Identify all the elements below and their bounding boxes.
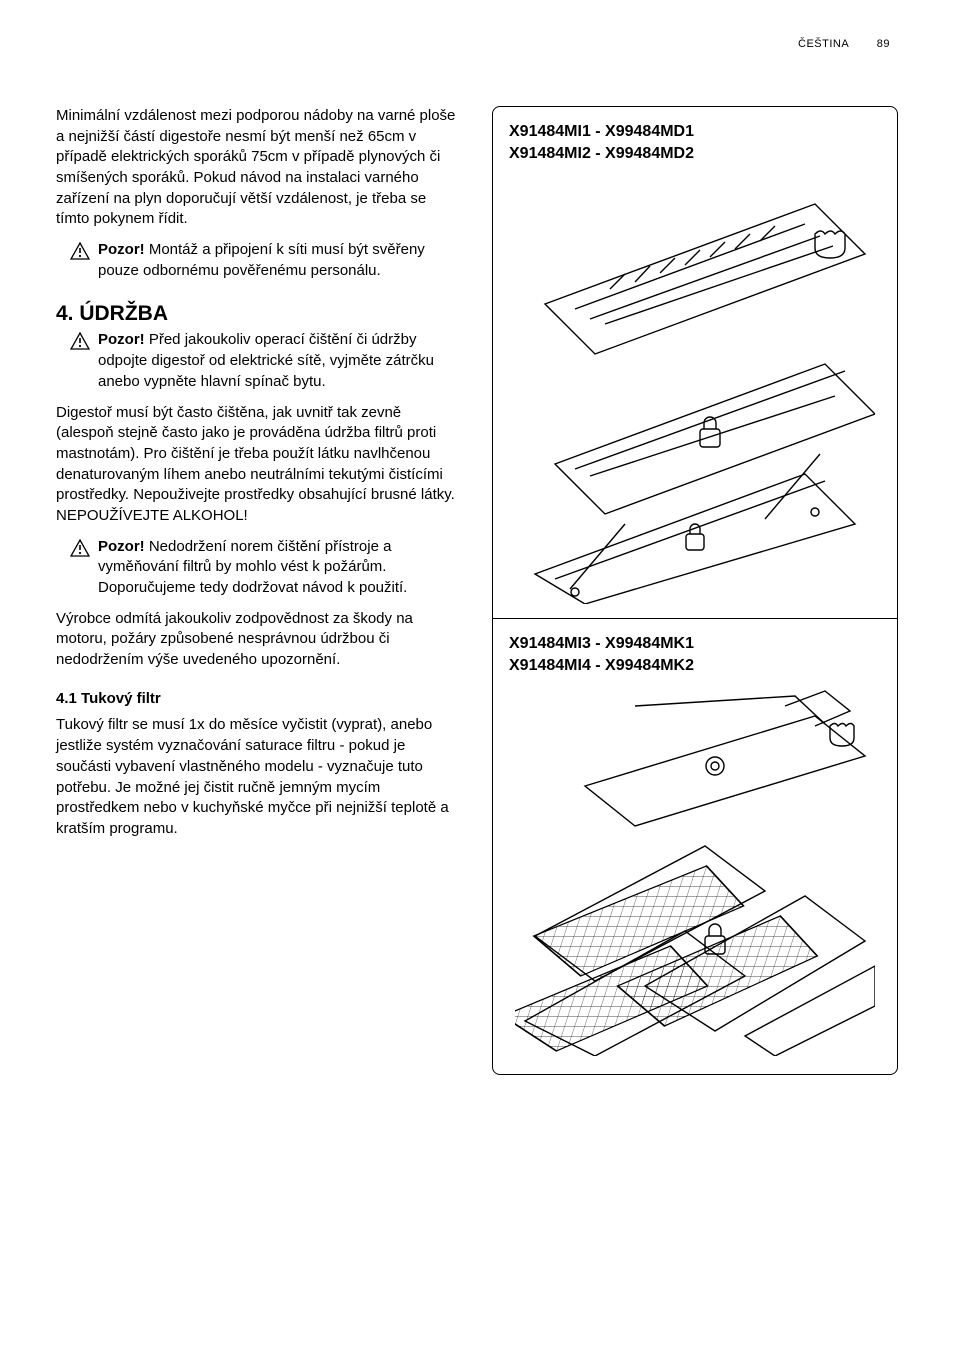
content-columns: Minimální vzdálenost mezi podporou nádob… <box>56 106 898 1075</box>
para-cleaning: Digestoř musí být často čištěna, jak uvn… <box>56 403 460 527</box>
warning-block-1: Pozor! Montáž a připojení k síti musí bý… <box>56 240 460 281</box>
figure-2-title: X91484MI3 - X99484MK1 X91484MI4 - X99484… <box>509 633 881 676</box>
section-4-number: 4. <box>56 302 74 325</box>
warning-2-body: Před jakoukoliv operací čištění či údržb… <box>98 331 434 389</box>
warning-3-label: Pozor! <box>98 538 145 555</box>
warning-2-text: Pozor! Před jakoukoliv operací čištění č… <box>98 330 460 392</box>
section-4-heading: 4. ÚDRŽBA <box>56 300 460 329</box>
para-liability: Výrobce odmítá jakoukoliv zodpovědnost z… <box>56 609 460 671</box>
figure-2-title-line-1: X91484MI3 - X99484MK1 <box>509 633 881 655</box>
warning-1-text: Pozor! Montáž a připojení k síti musí bý… <box>98 240 460 281</box>
figure-1-title: X91484MI1 - X99484MD1 X91484MI2 - X99484… <box>509 121 881 164</box>
warning-triangle-icon <box>70 242 90 260</box>
warning-1-label: Pozor! <box>98 241 145 258</box>
para-grease-filter: Tukový filtr se musí 1x do měsíce vyčist… <box>56 715 460 839</box>
warning-block-3: Pozor! Nedodržení norem čištění přístroj… <box>56 537 460 599</box>
warning-1-body: Montáž a připojení k síti musí být svěře… <box>98 241 425 279</box>
figure-1-drawing <box>509 174 881 604</box>
figure-1-title-line-2: X91484MI2 - X99484MD2 <box>509 143 881 165</box>
warning-triangle-icon <box>70 539 90 557</box>
right-column: X91484MI1 - X99484MD1 X91484MI2 - X99484… <box>492 106 898 1075</box>
figure-2-drawing <box>509 686 881 1056</box>
warning-triangle-icon <box>70 332 90 350</box>
warning-2-label: Pozor! <box>98 331 145 348</box>
warning-block-2: Pozor! Před jakoukoliv operací čištění č… <box>56 330 460 392</box>
section-4-title: ÚDRŽBA <box>74 302 169 325</box>
subsection-4-1-heading: 4.1 Tukový filtr <box>56 689 460 710</box>
figure-1-title-line-1: X91484MI1 - X99484MD1 <box>509 121 881 143</box>
warning-3-text: Pozor! Nedodržení norem čištění přístroj… <box>98 537 460 599</box>
language-label: ČEŠTINA <box>798 38 849 50</box>
manual-page: ČEŠTINA 89 Minimální vzdálenost mezi pod… <box>0 0 954 1352</box>
warning-3-body: Nedodržení norem čištění přístroje a vym… <box>98 538 407 596</box>
figure-box: X91484MI1 - X99484MD1 X91484MI2 - X99484… <box>492 106 898 1075</box>
left-column: Minimální vzdálenost mezi podporou nádob… <box>56 106 460 1075</box>
figure-2-title-line-2: X91484MI4 - X99484MK2 <box>509 655 881 677</box>
intro-paragraph: Minimální vzdálenost mezi podporou nádob… <box>56 106 460 230</box>
figure-divider <box>493 618 897 619</box>
page-number: 89 <box>877 38 890 50</box>
page-header: ČEŠTINA 89 <box>56 38 898 50</box>
